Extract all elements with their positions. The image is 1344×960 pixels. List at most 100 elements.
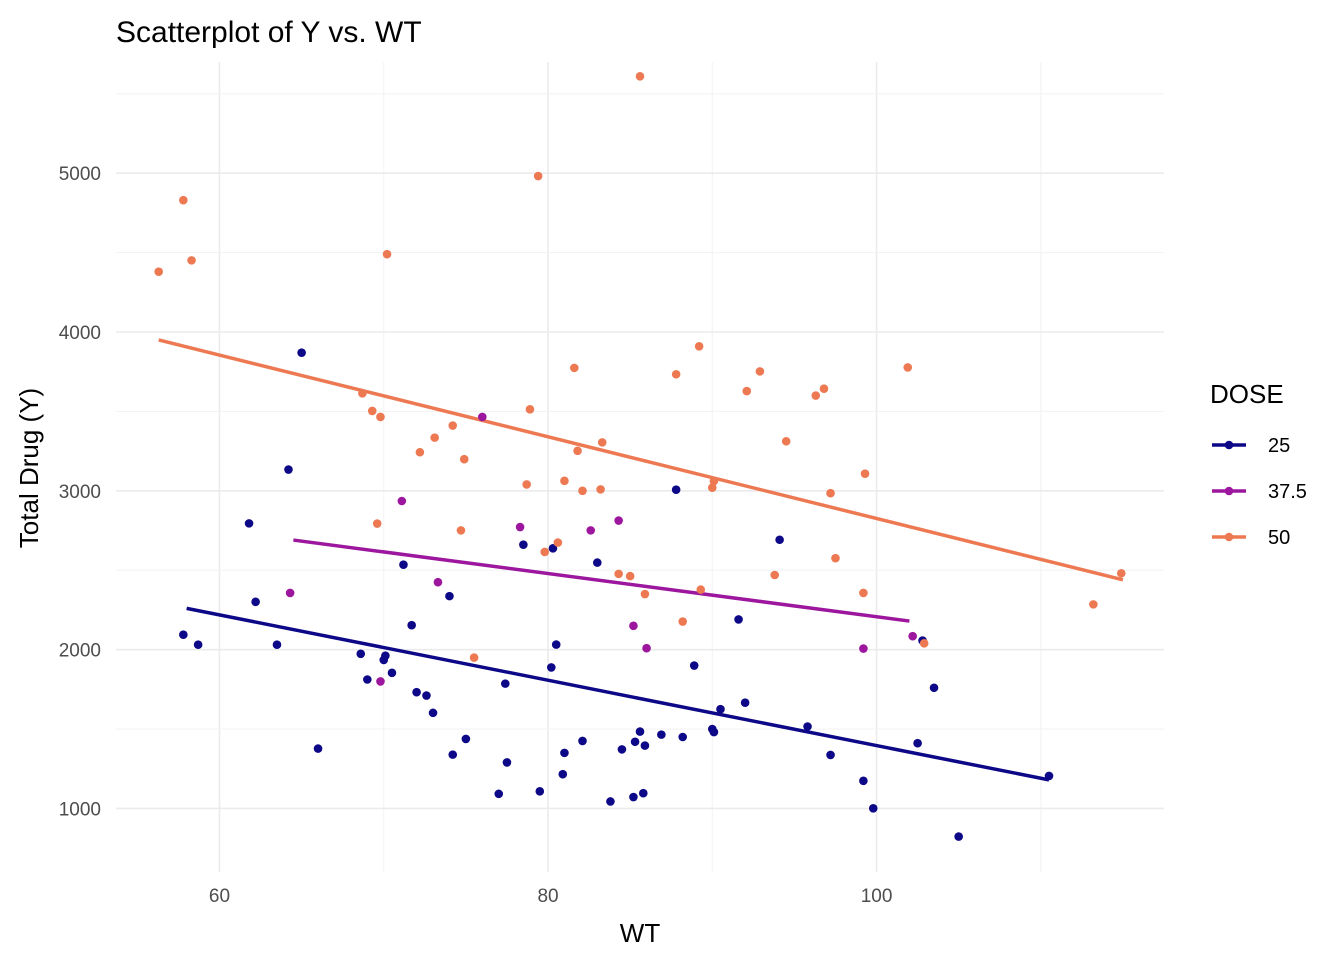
data-point-dose-50 [553,538,563,547]
data-point-dose-25 [448,750,458,759]
data-point-dose-25 [461,734,471,744]
data-point-dose-25 [638,788,648,798]
data-point-dose-50 [382,249,392,259]
data-point-dose-25 [422,691,431,700]
data-point-dose-25 [535,787,545,796]
data-point-dose-25 [592,558,602,567]
data-point-dose-25 [826,750,835,760]
data-point-dose-37-5 [614,516,623,525]
x-tick-label: 100 [861,886,893,907]
data-point-dose-50 [831,553,840,563]
data-point-dose-37-5 [376,677,385,686]
data-point-dose-37-5 [285,588,295,598]
y-axis-ticks: 1000 2000 3000 4000 5000 [59,164,101,820]
data-point-dose-50 [859,588,868,598]
data-point-dose-25 [502,758,512,767]
legend-marker [1224,440,1234,450]
data-point-dose-50 [459,454,469,464]
data-point-dose-50 [456,526,466,535]
data-point-dose-25 [313,744,323,753]
data-point-dose-50 [430,433,439,442]
scatter-points [154,71,1126,841]
data-point-dose-50 [522,480,531,489]
data-point-dose-25 [501,679,510,688]
data-point-dose-25 [297,348,306,357]
data-point-dose-25 [193,640,203,650]
data-point-dose-37-5 [642,643,651,653]
data-point-dose-50 [525,405,535,414]
data-point-dose-50 [569,363,579,373]
data-point-dose-25 [606,797,615,806]
data-point-dose-50 [678,617,688,626]
data-point-dose-50 [533,171,543,181]
data-point-dose-25 [179,630,188,640]
data-point-dose-50 [573,446,582,456]
data-point-dose-25 [272,640,282,650]
data-point-dose-37-5 [629,621,638,631]
data-point-dose-50 [448,421,458,430]
fit-line-dose-50 [158,338,1124,582]
legend-marker [1224,486,1234,496]
legend-label: 50 [1268,527,1290,549]
data-point-dose-50 [614,569,623,579]
x-axis-ticks: 60 80 100 [209,886,892,907]
data-point-dose-50 [709,476,719,486]
x-axis-label: WT [620,918,661,948]
data-point-dose-25 [551,640,561,649]
data-point-dose-50 [903,363,913,372]
data-point-dose-50 [671,369,681,379]
data-point-dose-50 [597,438,607,447]
data-point-dose-50 [376,412,385,422]
data-point-dose-50 [919,638,929,648]
data-point-dose-25 [445,591,454,601]
regression-lines [158,338,1124,782]
data-point-dose-37-5 [859,644,868,653]
legend-label: 25 [1268,435,1290,457]
legend-label: 37.5 [1268,481,1307,503]
data-point-dose-25 [1044,771,1054,781]
data-point-dose-25 [578,736,587,746]
data-point-dose-50 [811,391,821,400]
y-tick-label: 2000 [59,641,101,662]
data-point-dose-25 [519,540,528,549]
data-point-dose-50 [179,195,188,205]
data-point-dose-25 [803,722,812,731]
x-tick-label: 60 [209,886,230,907]
data-point-dose-50 [469,653,479,662]
data-point-dose-25 [387,668,397,678]
data-point-dose-25 [399,560,408,569]
data-point-dose-50 [1116,568,1126,578]
chart-title: Scatterplot of Y vs. WT [116,16,422,49]
data-point-dose-25 [494,789,504,799]
fit-line-dose-37-5 [293,538,910,623]
data-point-dose-25 [740,698,750,707]
data-point-dose-25 [428,708,438,718]
data-point-dose-25 [356,649,366,659]
data-point-dose-25 [558,769,568,779]
data-point-dose-37-5 [433,577,443,587]
data-point-dose-50 [625,571,635,581]
data-point-dose-37-5 [397,496,407,506]
data-point-dose-25 [560,748,569,758]
data-point-dose-25 [412,687,421,697]
data-point-dose-25 [716,704,725,714]
data-point-dose-50 [694,341,704,351]
data-point-dose-50 [826,488,835,498]
data-point-dose-25 [546,663,556,672]
data-point-dose-50 [415,447,425,457]
data-point-dose-50 [707,483,717,492]
data-point-dose-25 [381,651,390,660]
y-tick-label: 5000 [59,164,101,185]
data-point-dose-25 [678,732,688,742]
data-point-dose-25 [617,745,627,754]
data-point-dose-37-5 [586,526,596,535]
data-point-dose-25 [284,465,293,474]
data-point-dose-50 [755,367,765,376]
data-point-dose-50 [358,389,367,398]
data-point-dose-25 [630,737,640,747]
data-point-dose-25 [868,804,878,813]
data-point-dose-50 [540,547,550,557]
data-point-dose-25 [913,738,922,748]
data-point-dose-50 [860,469,870,478]
